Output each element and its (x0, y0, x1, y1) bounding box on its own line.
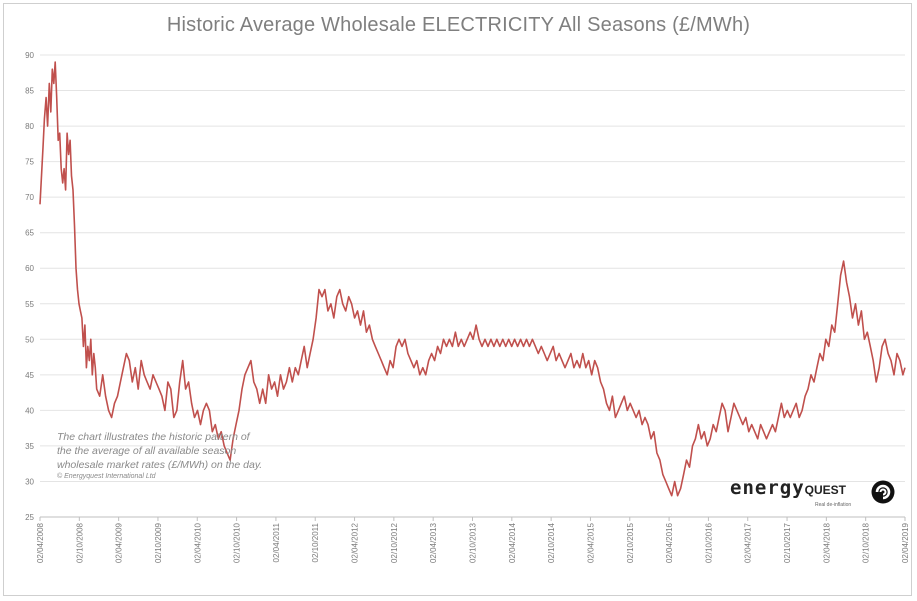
x-tick-label: 02/10/2014 (547, 522, 556, 563)
x-tick-label: 02/04/2010 (193, 522, 202, 563)
x-tick-label: 02/04/2019 (901, 522, 910, 563)
x-tick-label: 02/04/2009 (115, 522, 124, 563)
y-tick-label: 90 (25, 51, 34, 60)
y-tick-label: 40 (25, 406, 34, 415)
logo-word-energy: energy (730, 477, 805, 499)
x-tick-label: 02/10/2011 (311, 522, 320, 562)
y-tick-label: 50 (25, 335, 34, 344)
x-tick-label: 02/10/2017 (783, 522, 792, 563)
x-tick-label: 02/04/2011 (272, 522, 281, 562)
note-copyright: © Energyquest International Ltd (57, 473, 156, 480)
y-tick-label: 25 (25, 513, 34, 522)
series-line (39, 61, 906, 497)
x-tick-label: 02/10/2015 (626, 522, 635, 563)
logo-swirl-icon (871, 480, 895, 504)
x-tick-label: 02/10/2008 (75, 522, 84, 563)
x-axis: 02/04/2008 02/10/2008 02/04/2009 02/10/2009… (36, 516, 910, 563)
energyquest-logo: energyQUEST Real de-inflation (730, 477, 895, 511)
x-tick-label: 02/10/2018 (862, 522, 871, 563)
x-tick-label: 02/04/2018 (822, 522, 831, 563)
x-tick-label: 02/10/2012 (390, 522, 399, 563)
x-tick-label: 02/04/2008 (36, 522, 45, 563)
y-tick-label: 55 (25, 300, 34, 309)
x-tick-label: 02/10/2010 (233, 522, 242, 563)
x-tick-label: 02/04/2017 (744, 522, 753, 563)
y-tick-label: 70 (25, 193, 34, 202)
chart-title: Historic Average Wholesale ELECTRICITY A… (166, 14, 751, 36)
x-tick-label: 02/04/2016 (665, 522, 674, 563)
y-tick-label: 75 (25, 158, 34, 167)
y-tick-label: 65 (25, 229, 34, 238)
gridlines (40, 54, 905, 518)
y-tick-label: 30 (25, 477, 34, 486)
x-tick-label: 02/10/2009 (154, 522, 163, 563)
x-tick-label: 02/04/2015 (586, 522, 595, 563)
logo-tagline: Real de-inflation (815, 502, 852, 508)
x-tick-label: 02/04/2012 (351, 522, 360, 563)
x-tick-label: 02/10/2013 (469, 522, 478, 563)
note-text: The chart illustrates the historic patte… (57, 431, 263, 471)
y-tick-label: 80 (25, 122, 34, 131)
logo-word-quest: QUEST (804, 483, 846, 497)
x-tick-label: 02/04/2014 (508, 522, 517, 563)
chart-frame (3, 3, 912, 596)
y-tick-label: 85 (25, 87, 34, 96)
chart-note: The chart illustrates the historic patte… (57, 430, 267, 482)
series-group (39, 61, 906, 497)
y-tick-label: 60 (25, 264, 34, 273)
y-axis: 25 30 35 40 45 50 55 60 65 70 75 80 85 90 (25, 51, 34, 522)
y-tick-label: 35 (25, 442, 34, 451)
y-tick-label: 45 (25, 371, 34, 380)
x-tick-label: 02/10/2016 (704, 522, 713, 563)
x-tick-label: 02/04/2013 (429, 522, 438, 563)
